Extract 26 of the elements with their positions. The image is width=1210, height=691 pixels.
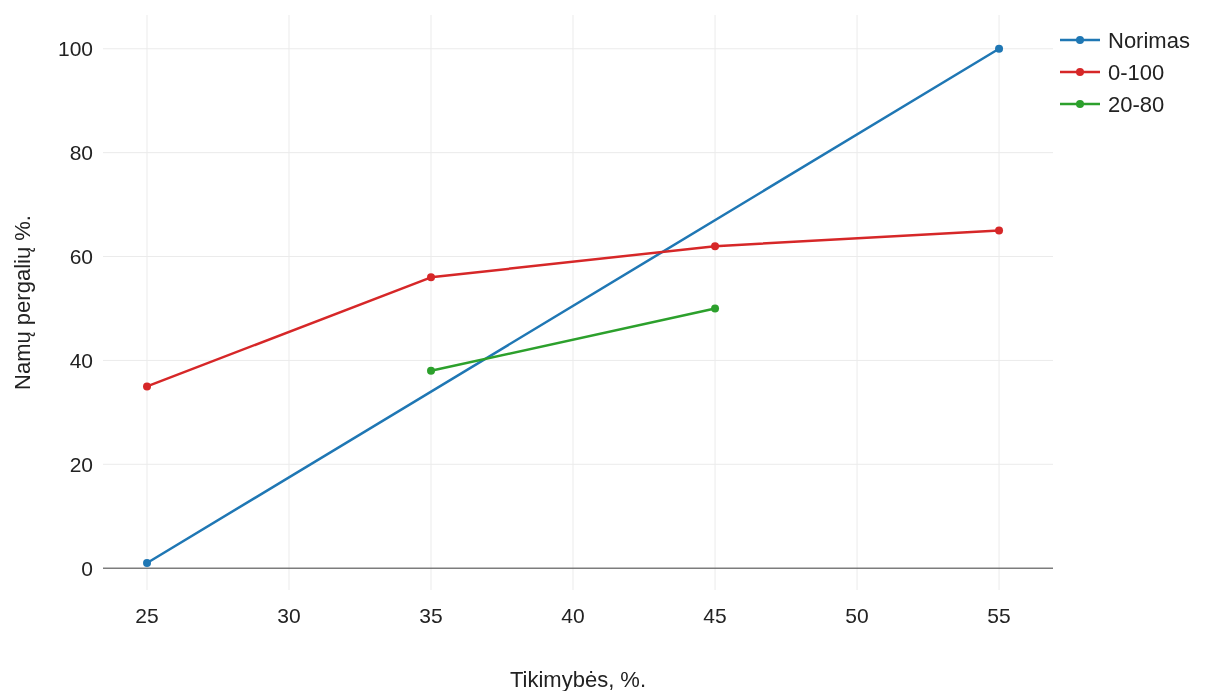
point [711,242,720,251]
x-tick-label: 35 [419,604,443,627]
x-tick-label: 25 [135,604,159,627]
legend-label: 0-100 [1108,59,1165,85]
point [427,366,436,375]
y-tick-label: 60 [69,244,93,268]
point [427,273,436,282]
x-tick-label: 30 [277,604,301,627]
y-axis-title: Namų pergalių %. [10,215,35,390]
x-tick-label: 55 [987,604,1011,627]
y-tick-label: 100 [57,37,93,61]
x-tick-label: 45 [703,604,727,627]
legend-label: 20-80 [1108,91,1165,117]
point [711,304,720,313]
x-tick-label: 40 [561,604,585,627]
x-tick-label: 50 [845,604,869,627]
point [143,558,152,567]
y-tick-label: 40 [69,348,93,372]
point [995,44,1004,53]
point [143,382,152,391]
legend-label: Norimas [1108,27,1190,53]
y-tick-label: 0 [81,556,93,580]
x-axis-title: Tikimybės, %. [509,667,647,691]
point [995,226,1004,235]
y-tick-label: 80 [69,141,93,164]
y-tick-label: 20 [69,452,93,476]
